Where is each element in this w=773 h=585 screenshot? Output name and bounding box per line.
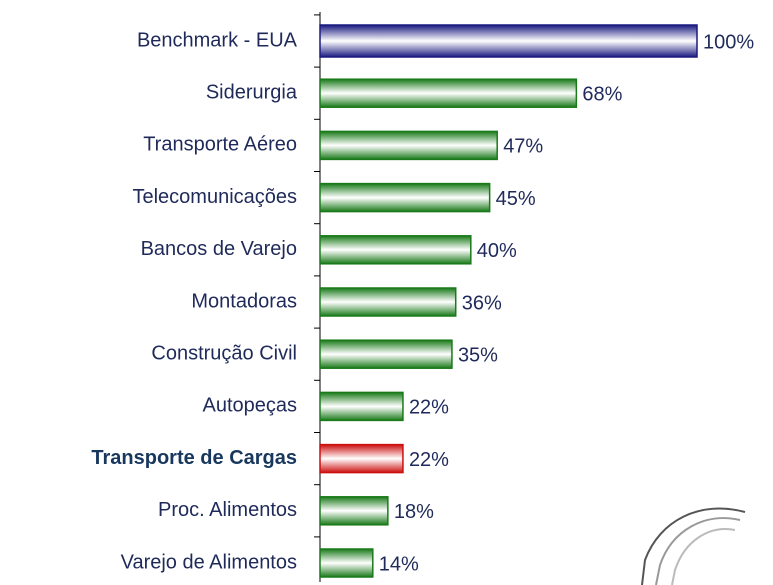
value-label: 22% xyxy=(409,449,449,471)
category-label: Autopeças xyxy=(202,395,297,417)
value-label: 35% xyxy=(458,344,498,366)
bar xyxy=(319,287,457,317)
bar xyxy=(319,443,404,474)
value-label: 47% xyxy=(503,136,543,158)
value-label: 36% xyxy=(462,292,502,314)
category-label: Transporte Aéreo xyxy=(143,134,297,156)
value-label: 45% xyxy=(496,188,536,210)
category-label: Transporte de Cargas xyxy=(91,447,297,469)
bar xyxy=(319,339,453,369)
value-label: 18% xyxy=(394,501,434,523)
category-label: Siderurgia xyxy=(206,81,298,103)
category-label: Benchmark - EUA xyxy=(137,29,298,51)
bar xyxy=(319,391,404,422)
bar xyxy=(319,235,472,265)
value-label: 100% xyxy=(703,31,754,53)
category-label: Proc. Alimentos xyxy=(158,499,297,521)
category-label: Montadoras xyxy=(191,290,297,312)
bar xyxy=(319,130,498,161)
bar xyxy=(319,496,389,526)
logo xyxy=(641,507,746,585)
bar xyxy=(319,78,578,108)
value-label: 40% xyxy=(477,240,517,262)
value-label: 22% xyxy=(409,397,449,419)
category-label: Bancos de Varejo xyxy=(141,238,297,260)
category-label: Construção Civil xyxy=(151,342,297,364)
value-label: 68% xyxy=(582,83,622,105)
bar xyxy=(319,182,491,213)
value-label: 14% xyxy=(379,553,419,575)
category-label: Telecomunicações xyxy=(132,186,297,208)
category-label: Varejo de Alimentos xyxy=(121,551,297,573)
bar xyxy=(319,548,374,578)
bar xyxy=(319,24,698,58)
